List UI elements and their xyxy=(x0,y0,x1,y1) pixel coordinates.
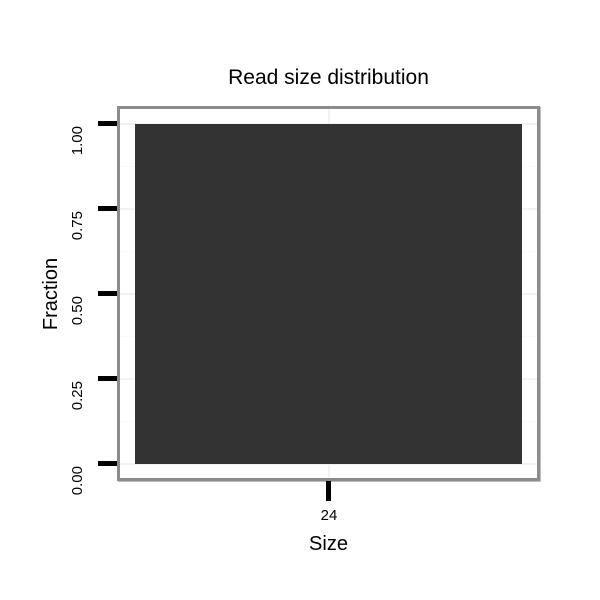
y-axis-tick xyxy=(98,376,117,381)
x-axis-tick xyxy=(326,481,331,501)
y-axis-tick-label: 0.75 xyxy=(69,211,86,241)
y-axis-tick xyxy=(98,121,117,126)
y-axis-tick xyxy=(98,461,117,466)
x-axis-title: Size xyxy=(309,533,348,555)
y-axis-tick xyxy=(98,206,117,211)
y-axis-tick-label: 0.50 xyxy=(69,296,86,326)
y-axis-title: Fraction xyxy=(40,257,62,331)
y-axis-tick xyxy=(98,291,117,296)
bar-size-24 xyxy=(135,124,522,464)
x-axis-tick-label: 24 xyxy=(320,507,338,524)
y-axis-tick-label: 0.00 xyxy=(69,466,86,496)
y-axis-tick-label: 1.00 xyxy=(69,126,86,156)
chart-title: Read size distribution xyxy=(228,66,429,89)
y-axis-tick-label: 0.25 xyxy=(69,381,86,411)
